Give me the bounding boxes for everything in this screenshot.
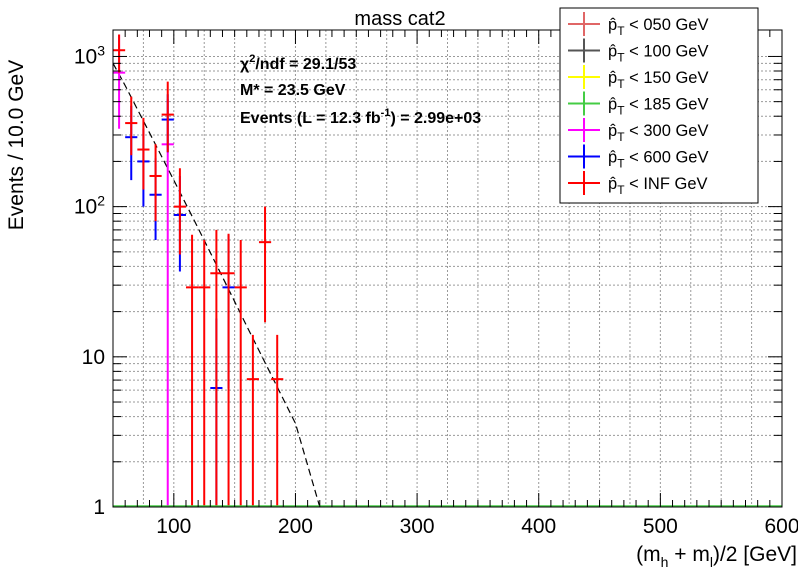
x-tick-label: 100 [156, 515, 191, 538]
legend-entry: p̂T < 050 GeV [568, 12, 708, 38]
ann-chi2-a: χ [240, 56, 250, 73]
y-tick-label: 10 [82, 346, 105, 369]
chart-title: mass cat2 [354, 8, 445, 30]
legend-entry: p̂T < 150 GeV [568, 65, 708, 91]
x-label-part-a: (m [636, 543, 661, 566]
x-label-part-c: )/2 [GeV] [713, 543, 797, 566]
x-tick-label: 200 [278, 515, 313, 538]
legend-label-p: p̂ [608, 175, 617, 193]
legend-label: p̂T < 600 GeV [608, 149, 708, 171]
y-tick-label: 102 [74, 193, 105, 219]
legend-label-text: < 050 GeV [625, 16, 709, 34]
legend-label: p̂T < 185 GeV [608, 96, 708, 118]
ann-ev-sup: -1 [381, 107, 391, 119]
y-tick-label-exp: 2 [97, 193, 105, 209]
legend-entry: p̂T < 600 GeV [568, 144, 708, 171]
data-points [113, 34, 782, 507]
y-tick-label: 1 [93, 496, 105, 519]
legend-label: p̂T < 100 GeV [608, 43, 708, 65]
legend-label-text: < 300 GeV [625, 122, 709, 140]
ann-ev-b: ) = 2.99e+03 [390, 110, 481, 127]
legend-label-text: < 600 GeV [625, 149, 709, 167]
legend-label-sub: T [617, 130, 625, 144]
legend-box [559, 7, 759, 204]
y-tick-label-exp: 3 [97, 42, 105, 58]
legend-entry: p̂T < 100 GeV [568, 38, 708, 65]
legend-label-text: < 150 GeV [625, 69, 709, 87]
legend-label-p: p̂ [608, 69, 617, 87]
legend-entry: p̂T < 300 GeV [568, 118, 708, 144]
legend-label-sub: T [617, 51, 625, 65]
legend-label-sub: T [617, 183, 625, 197]
x-axis-label: (mh + ml)/2 [GeV] [636, 543, 797, 570]
annotation-events: Events (L = 12.3 fb-1) = 2.99e+03 [240, 107, 481, 127]
legend-label-sub: T [617, 24, 625, 38]
legend-label-text: < 100 GeV [625, 43, 709, 61]
x-tick-label: 400 [521, 515, 556, 538]
legend-label-p: p̂ [608, 16, 617, 34]
legend-label: p̂T < 050 GeV [608, 16, 708, 38]
legend-label-sub: T [617, 157, 625, 171]
legend-label-p: p̂ [608, 149, 617, 167]
ann-chi2-b: /ndf = 29.1/53 [255, 56, 356, 73]
legend-label-sub: T [617, 77, 625, 91]
legend-label: p̂T < 300 GeV [608, 122, 708, 144]
legend-label-text: < 185 GeV [625, 96, 709, 114]
x-label-sub-h: h [661, 554, 669, 570]
legend-label-text: < INF GeV [625, 175, 708, 193]
series-6 [113, 34, 284, 507]
legend-label-sub: T [617, 104, 625, 118]
annotation-mstar: M* = 23.5 GeV [240, 82, 346, 99]
legend-label: p̂T < 150 GeV [608, 69, 708, 91]
fit-curve-group [112, 63, 321, 508]
legend-label-p: p̂ [608, 43, 617, 61]
x-label-part-b: + m [668, 543, 709, 566]
x-tick-label: 600 [764, 515, 798, 538]
x-label-sub-l: l [710, 554, 713, 570]
legend-label-p: p̂ [608, 122, 617, 140]
x-tick-label: 500 [643, 515, 678, 538]
legend-label-p: p̂ [608, 96, 617, 114]
y-tick-label-base: 10 [74, 45, 97, 68]
y-axis-label: Events / 10.0 GeV [5, 60, 28, 230]
x-tick-label: 300 [400, 515, 435, 538]
legend-label: p̂T < INF GeV [608, 175, 708, 197]
y-tick-label-base: 10 [74, 196, 97, 219]
plot-frame [112, 29, 783, 508]
annotation-chi2: χ2/ndf = 29.1/53 [240, 53, 356, 73]
ann-ev-a: Events (L = 12.3 fb [240, 110, 381, 127]
legend-entry: p̂T < 185 GeV [568, 91, 708, 118]
legend-entry: p̂T < INF GeV [568, 171, 708, 197]
annotations: χ2/ndf = 29.1/53 M* = 23.5 GeV Events (L… [240, 53, 481, 127]
fit-curve [112, 63, 321, 508]
ann-chi2-sup: 2 [249, 53, 255, 65]
y-tick-label: 103 [74, 42, 105, 68]
